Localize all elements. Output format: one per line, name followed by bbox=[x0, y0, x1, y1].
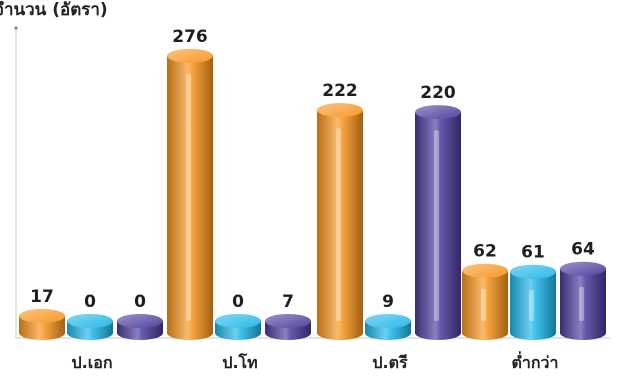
value-label: 62 bbox=[473, 242, 497, 262]
bar-top bbox=[317, 103, 363, 118]
bar-body bbox=[462, 270, 508, 340]
value-label: 61 bbox=[521, 243, 545, 263]
bar-body bbox=[510, 271, 556, 340]
bar-top bbox=[415, 105, 461, 120]
y-axis-tip bbox=[14, 26, 18, 30]
bar-2-1 bbox=[365, 314, 411, 340]
bar-top bbox=[215, 314, 261, 328]
value-label: 222 bbox=[322, 81, 358, 101]
category-label: ป.ตรี bbox=[372, 353, 408, 372]
bar-body bbox=[415, 112, 461, 340]
value-label: 64 bbox=[571, 240, 595, 260]
bar-top bbox=[117, 314, 163, 328]
bar-body bbox=[560, 268, 606, 340]
bar-highlight bbox=[186, 73, 191, 322]
bar-3-1 bbox=[510, 264, 556, 340]
bar-top bbox=[560, 261, 606, 276]
bar-3-0 bbox=[462, 263, 508, 340]
bar-highlight bbox=[529, 289, 534, 321]
bar-0-1 bbox=[67, 314, 113, 340]
bar-top bbox=[67, 314, 113, 328]
bar-1-0 bbox=[167, 48, 213, 341]
bar-highlight bbox=[434, 130, 439, 321]
y-axis-label: จำนวน (อัตรา) bbox=[0, 0, 108, 20]
bar-0-2 bbox=[117, 314, 163, 340]
bar-highlight bbox=[481, 288, 486, 321]
bar-3-2 bbox=[560, 261, 606, 340]
value-label: 17 bbox=[30, 287, 54, 307]
value-label: 0 bbox=[232, 292, 244, 312]
value-label: 0 bbox=[84, 292, 96, 312]
bars-layer bbox=[19, 48, 606, 341]
bar-top bbox=[510, 264, 556, 279]
bar-top bbox=[167, 48, 213, 63]
bar-top bbox=[265, 314, 311, 328]
value-label: 9 bbox=[382, 292, 394, 312]
bar-top bbox=[365, 314, 411, 328]
value-label: 220 bbox=[420, 83, 456, 103]
bar-0-0 bbox=[19, 308, 65, 340]
bar-highlight bbox=[579, 286, 584, 321]
bar-2-0 bbox=[317, 103, 363, 340]
bar-1-2 bbox=[265, 314, 311, 340]
value-label: 0 bbox=[134, 292, 146, 312]
bar-highlight bbox=[336, 128, 341, 321]
bar-body bbox=[167, 55, 213, 341]
category-label: ต่ำกว่า bbox=[511, 351, 558, 372]
category-label: ป.โท bbox=[222, 352, 257, 372]
category-label: ป.เอก bbox=[72, 353, 113, 372]
bar-top bbox=[19, 308, 65, 323]
value-label: 276 bbox=[172, 27, 208, 47]
bar-body bbox=[317, 110, 363, 340]
value-label: 7 bbox=[282, 292, 294, 312]
labels-layer: 17 0 0 ป.เอก 276 0 7 ป.โท 222 9 220 ป.ตรี 62 61 64 ต่ำก… bbox=[30, 27, 595, 372]
bar-1-1 bbox=[215, 314, 261, 340]
bar-2-2 bbox=[415, 105, 461, 340]
bar-top bbox=[462, 263, 508, 278]
